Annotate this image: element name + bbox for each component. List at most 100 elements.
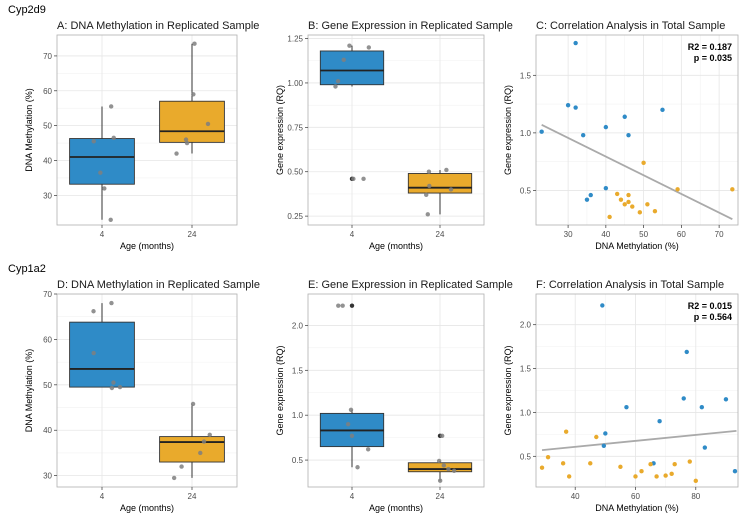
scatter-point-4mo [732,469,738,474]
scatter-point-24mo [652,208,658,214]
jitter-point [361,176,366,182]
jitter-point [205,121,211,127]
x-axis-label: Age (months) [369,503,423,513]
scatter-point-4mo [573,105,578,110]
scatter-point-24mo [687,459,692,464]
jitter-point [425,212,430,217]
panel-title: B: Gene Expression in Replicated Sample [308,20,513,32]
regression-line [541,124,733,221]
x-tick-label: 50 [639,230,648,239]
scatter-point-24mo [641,160,646,166]
scatter-point-24mo [607,214,612,220]
jitter-point [108,217,113,222]
x-axis-label: DNA Methylation (%) [595,241,679,251]
x-axis-label: Age (months) [120,503,174,513]
box-24 [407,462,473,473]
scatter-point-24mo [693,478,698,484]
jitter-point [117,384,123,390]
jitter-point [109,300,114,306]
scatter-point-4mo [699,404,705,410]
jitter-point [333,84,338,89]
jitter-point [108,104,114,109]
y-tick-label: 0.5 [292,456,304,465]
row-label-cyp2d9: Cyp2d9 [8,4,46,16]
jitter-point [184,140,190,146]
x-tick-label: 24 [188,492,197,501]
y-tick-label: 1.0 [292,411,304,420]
panel-title: A: DNA Methylation in Replicated Sample [57,20,259,32]
scatter-point-24mo [672,461,677,467]
x-axis-label: Age (months) [369,241,423,251]
y-tick-label: 0.5 [520,452,532,461]
box-24 [159,100,225,143]
jitter-point [102,186,107,191]
x-tick-label: 70 [715,230,724,239]
scatter-point-24mo [545,454,551,460]
panel-title: C: Correlation Analysis in Total Sample [536,20,725,32]
panel-border [307,293,485,488]
jitter-point [347,43,352,48]
x-tick-label: 40 [571,492,580,501]
scatter-point-24mo [563,429,569,434]
jitter-point [345,421,351,427]
p-value-annotation: p = 0.564 [694,312,732,322]
panel-4: 30 40 50 60 70 4 24 D: DNA Methylation in Repli… [24,279,260,513]
jitter-point [341,57,346,63]
panel-6: 0.5 1.0 1.5 2.0 40 60 80 F: Correlation Analysi… [503,279,739,513]
y-tick-label: 1.5 [520,365,532,374]
jitter-point [336,303,341,308]
jitter-point [111,135,116,141]
y-tick-label: 70 [43,52,52,61]
jitter-point [437,478,443,483]
scatter-point-24mo [560,461,566,466]
outlier-point [349,303,355,308]
scatter-point-24mo [639,469,644,474]
jitter-point [192,41,197,46]
scatter-point-4mo [624,404,629,410]
scatter-point-24mo [730,187,735,192]
jitter-point [439,433,445,439]
scatter-point-4mo [539,129,544,134]
y-tick-label: 0.50 [287,168,303,177]
row-label-cyp1a2: Cyp1a2 [8,263,46,275]
y-tick-label: 2.0 [520,321,532,330]
scatter-point-24mo [618,197,624,202]
jitter-point [174,151,179,156]
y-tick-label: 60 [43,335,52,344]
jitter-point [98,170,103,175]
y-tick-label: 2.0 [292,321,304,330]
x-tick-label: 4 [350,230,355,239]
scatter-point-24mo [614,191,620,197]
x-tick-label: 4 [100,492,105,501]
panels-group: 30 40 50 60 70 4 24 A: DNA Methylation in Repli… [24,20,739,513]
jitter-point [201,439,207,444]
jitter-point [448,187,454,192]
scatter-point-24mo [648,461,653,467]
y-tick-label: 40 [43,426,52,435]
jitter-point [436,458,442,464]
jitter-point [171,475,177,481]
scatter-point-4mo [588,192,593,198]
scatter-point-24mo [626,192,631,198]
scatter-point-24mo [669,471,674,477]
y-tick-label: 1.25 [287,35,303,44]
panel-border [535,293,739,488]
x-tick-label: 60 [677,230,686,239]
x-tick-label: 30 [564,230,573,239]
x-tick-label: 4 [100,230,105,239]
x-tick-label: 24 [436,230,445,239]
scatter-point-24mo [633,474,638,479]
x-tick-label: 40 [601,230,610,239]
jitter-point [365,447,371,452]
panel-3: 0.5 1.0 1.5 30 40 50 60 70 C: Correlation Analys… [503,20,739,251]
scatter-point-24mo [654,474,659,479]
jitter-point [207,432,212,437]
jitter-point [91,350,96,356]
x-tick-label: 60 [631,492,640,501]
y-tick-label: 0.5 [520,186,532,195]
jitter-point [349,433,355,439]
y-tick-label: 50 [43,381,52,390]
y-tick-label: 1.5 [520,71,532,80]
regression-line [541,429,737,452]
